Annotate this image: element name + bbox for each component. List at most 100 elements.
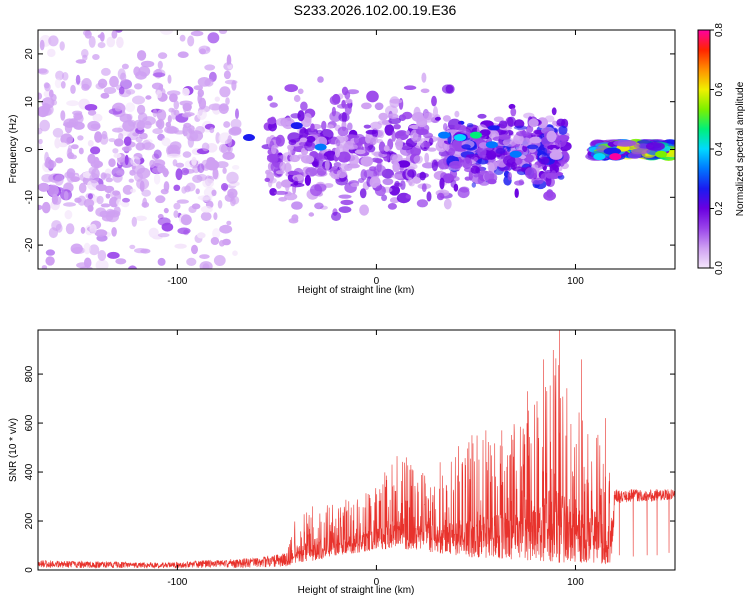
spectrogram-x-tick-label: 100 (567, 276, 584, 287)
snr-y-tick-label: 600 (24, 414, 35, 431)
spectrogram-blob (552, 120, 558, 126)
spectrogram-blob (70, 144, 79, 150)
spectrogram-blob (387, 203, 397, 210)
spectrogram-blob (212, 228, 221, 240)
spectrogram-blob (75, 74, 81, 85)
spectrogram-hotspot (438, 131, 451, 139)
spectrogram-blob (190, 18, 198, 24)
spectrogram-blob (360, 156, 373, 167)
spectrogram-blob (416, 199, 428, 208)
spectrogram-blob (353, 134, 366, 146)
spectrogram-blob (543, 190, 556, 201)
spectrogram-blob (387, 113, 399, 119)
colorbar-tick-label: 0.4 (714, 142, 725, 156)
spectrogram-blob (195, 126, 205, 135)
spectrogram-blob (329, 95, 341, 105)
spectrogram-blob (124, 154, 129, 166)
spectrogram-blob (338, 194, 352, 199)
spectrogram-blob (227, 64, 233, 70)
spectrogram-blob (473, 157, 479, 162)
spectrogram-blob (359, 188, 367, 199)
spectrogram-blob (274, 190, 288, 195)
spectrogram-blob (197, 92, 202, 105)
spectrogram-blob (97, 42, 106, 49)
spectrogram-blob (369, 121, 382, 130)
spectrogram-blob (58, 142, 68, 148)
spectrogram-blob (510, 107, 517, 117)
spectrogram-blob (191, 244, 198, 255)
spectrogram-blob (381, 194, 388, 202)
spectrogram-blob (120, 201, 130, 208)
spectrogram-blob (84, 30, 92, 39)
spectrogram-blob (400, 180, 406, 191)
spectrogram-blob (500, 130, 509, 136)
spectrogram-blob (127, 265, 138, 269)
spectrogram-blob (105, 177, 114, 183)
spectrogram-blob (87, 204, 94, 212)
spectrogram-blob (288, 139, 297, 146)
spectrogram-blob (462, 157, 473, 170)
spectrogram-blob (308, 212, 315, 217)
spectrogram-blob (207, 32, 220, 44)
spectrogram-blob (300, 101, 308, 111)
spectrogram-blob (108, 158, 116, 168)
spectrogram-blob (538, 156, 550, 165)
spectrogram-blob (151, 167, 164, 174)
spectrogram-blob (378, 112, 389, 121)
spectrogram-blob (182, 151, 192, 158)
spectrogram-blob (344, 91, 351, 100)
spectrogram-blob (158, 52, 168, 59)
spectrogram-blob (116, 170, 125, 176)
spectrogram-blob (285, 183, 290, 192)
spectrogram-blob (142, 197, 148, 208)
spectrogram-blob (513, 125, 528, 130)
spectrogram-blob (169, 93, 178, 103)
spectrogram-blob (105, 193, 111, 199)
spectrogram-blob (142, 139, 151, 150)
spectrogram-blob (159, 30, 174, 35)
spectrogram-blob (187, 127, 193, 134)
spectrogram-hotspot (593, 153, 606, 161)
spectrogram-blob (208, 103, 222, 111)
snr-marks (38, 330, 675, 569)
spectrogram-blob (413, 155, 423, 164)
spectrogram-blob (507, 116, 516, 127)
spectrogram-blob (334, 136, 347, 149)
snr-x-tick-label: 100 (567, 577, 584, 588)
spectrogram-blob (70, 176, 80, 183)
spectrogram-blob (287, 145, 293, 157)
spectrogram-blob (297, 110, 305, 122)
spectrogram-blob (336, 169, 347, 179)
spectrogram-blob (129, 244, 136, 250)
spectrogram-blob (537, 117, 548, 129)
spectrogram-blob (395, 138, 403, 151)
spectrogram-y-tick-label: 10 (24, 96, 35, 108)
spectrogram-blob (81, 78, 92, 90)
spectrogram-blob (177, 51, 189, 58)
spectrogram-blob (546, 130, 557, 143)
spectrogram-blob (345, 98, 353, 104)
spectrogram-blob (167, 115, 172, 124)
spectrogram-blob (378, 129, 385, 139)
spectrogram-blob (436, 192, 445, 201)
spectrogram-blob (442, 115, 451, 122)
spectrogram-blob (331, 106, 336, 117)
spectrogram-blob (279, 161, 287, 172)
spectrogram-blob (71, 247, 86, 254)
spectrogram-blob (54, 78, 62, 89)
spectrogram-blob (269, 102, 278, 108)
spectrogram-blob (101, 130, 108, 140)
spectrogram-blob (100, 92, 110, 99)
spectrogram-blob (385, 105, 398, 117)
spectrogram-x-tick-label: 0 (374, 276, 380, 287)
spectrogram-blob (41, 201, 51, 214)
spectrogram-blob (122, 184, 134, 195)
spectrogram-blob (181, 113, 192, 118)
spectrogram-blob (162, 170, 170, 176)
spectrogram-blob (492, 160, 498, 171)
spectrogram-blob (157, 257, 166, 266)
spectrogram-blob (180, 214, 192, 226)
spectrogram-blob (218, 103, 229, 114)
spectrogram-blob (192, 174, 203, 183)
spectrogram-blob (83, 242, 91, 255)
